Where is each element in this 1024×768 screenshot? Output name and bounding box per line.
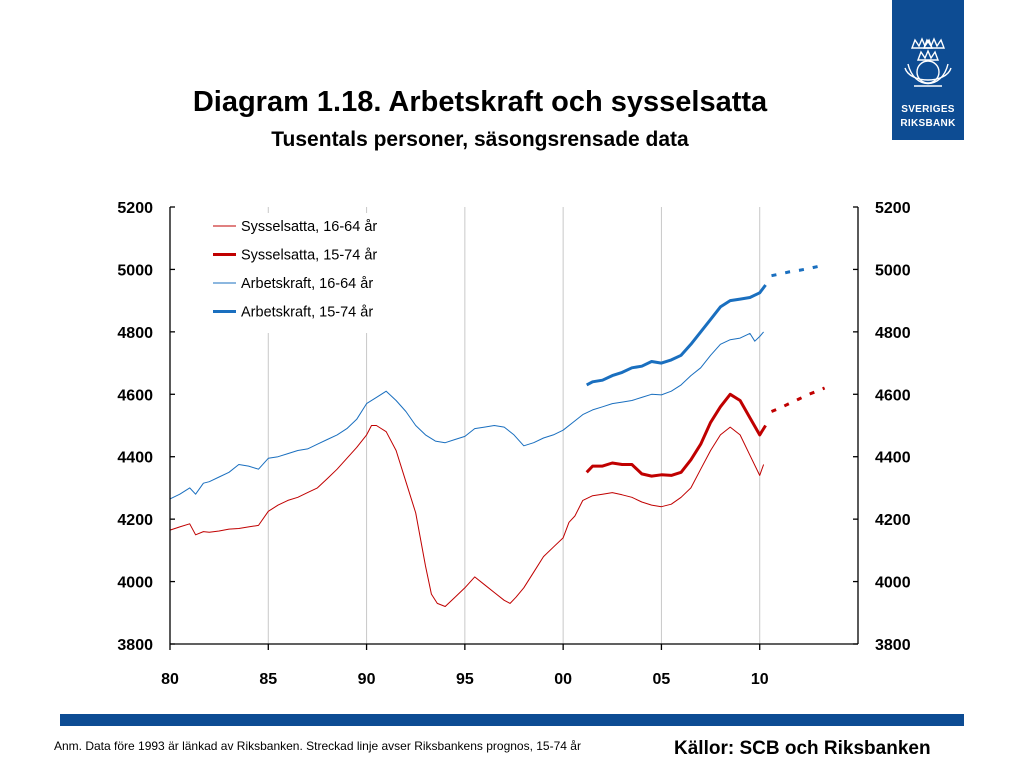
series-line [770,386,826,413]
x-tick-label: 05 [653,671,671,688]
y-tick-label-right: 5000 [875,262,911,279]
legend-background [205,213,427,333]
x-tick-label: 10 [751,671,769,688]
series-line [585,392,767,478]
series-line [169,425,765,607]
y-tick-label-left: 4000 [117,575,153,592]
y-tick-label-right: 5200 [875,200,911,217]
legend-label: Arbetskraft, 16-64 år [241,276,373,292]
y-tick-label-left: 3800 [117,637,153,654]
series-layer [169,264,826,607]
x-tick-label: 95 [456,671,474,688]
chart-subtitle: Tusentals personer, säsongsrensade data [271,128,689,151]
crown-emblem-icon [904,37,952,87]
legend-label: Sysselsatta, 15-74 år [241,248,377,264]
axes: 3800 3800 4000 4000 4200 4200 4400 4400 4600 4600… [117,200,910,688]
x-tick-label: 85 [259,671,277,688]
y-tick-label-left: 4800 [117,325,153,342]
series-line [169,331,764,500]
line-chart: 3800 3800 4000 4000 4200 4200 4400 4400 4600 4600… [117,200,910,688]
y-tick-label-left: 4600 [117,387,153,404]
legend-label: Arbetskraft, 15-74 år [241,305,373,321]
footnote: Anm. Data före 1993 är länkad av Riksban… [54,739,581,753]
chart-title: Diagram 1.18. Arbetskraft och sysselsatt… [192,86,768,118]
x-tick-label: 90 [358,671,376,688]
y-tick-label-left: 4400 [117,450,153,467]
grid-lines [267,207,761,644]
logo-line1: SVERIGES [901,104,955,115]
logo-line2: RIKSBANK [900,118,956,129]
y-tick-label-right: 4800 [875,325,911,342]
y-tick-label-right: 4000 [875,575,911,592]
x-tick-label: 00 [554,671,572,688]
y-tick-label-right: 4400 [875,450,911,467]
riksbank-logo: SVERIGES RIKSBANK [892,0,964,140]
series-line [586,284,767,387]
footer-bar [60,714,964,726]
y-tick-label-right: 3800 [875,637,911,654]
series-line [771,264,825,278]
y-tick-label-left: 4200 [117,512,153,529]
y-tick-label-right: 4600 [875,387,911,404]
legend-label: Sysselsatta, 16-64 år [241,219,377,235]
source-label: Källor: SCB och Riksbanken [672,738,931,760]
x-tick-label: 80 [161,671,179,688]
y-tick-label-left: 5200 [117,200,153,217]
legend: Sysselsatta, 16-64 år Sysselsatta, 15-74 … [205,213,427,333]
y-tick-label-right: 4200 [875,512,911,529]
y-tick-label-left: 5000 [117,262,153,279]
